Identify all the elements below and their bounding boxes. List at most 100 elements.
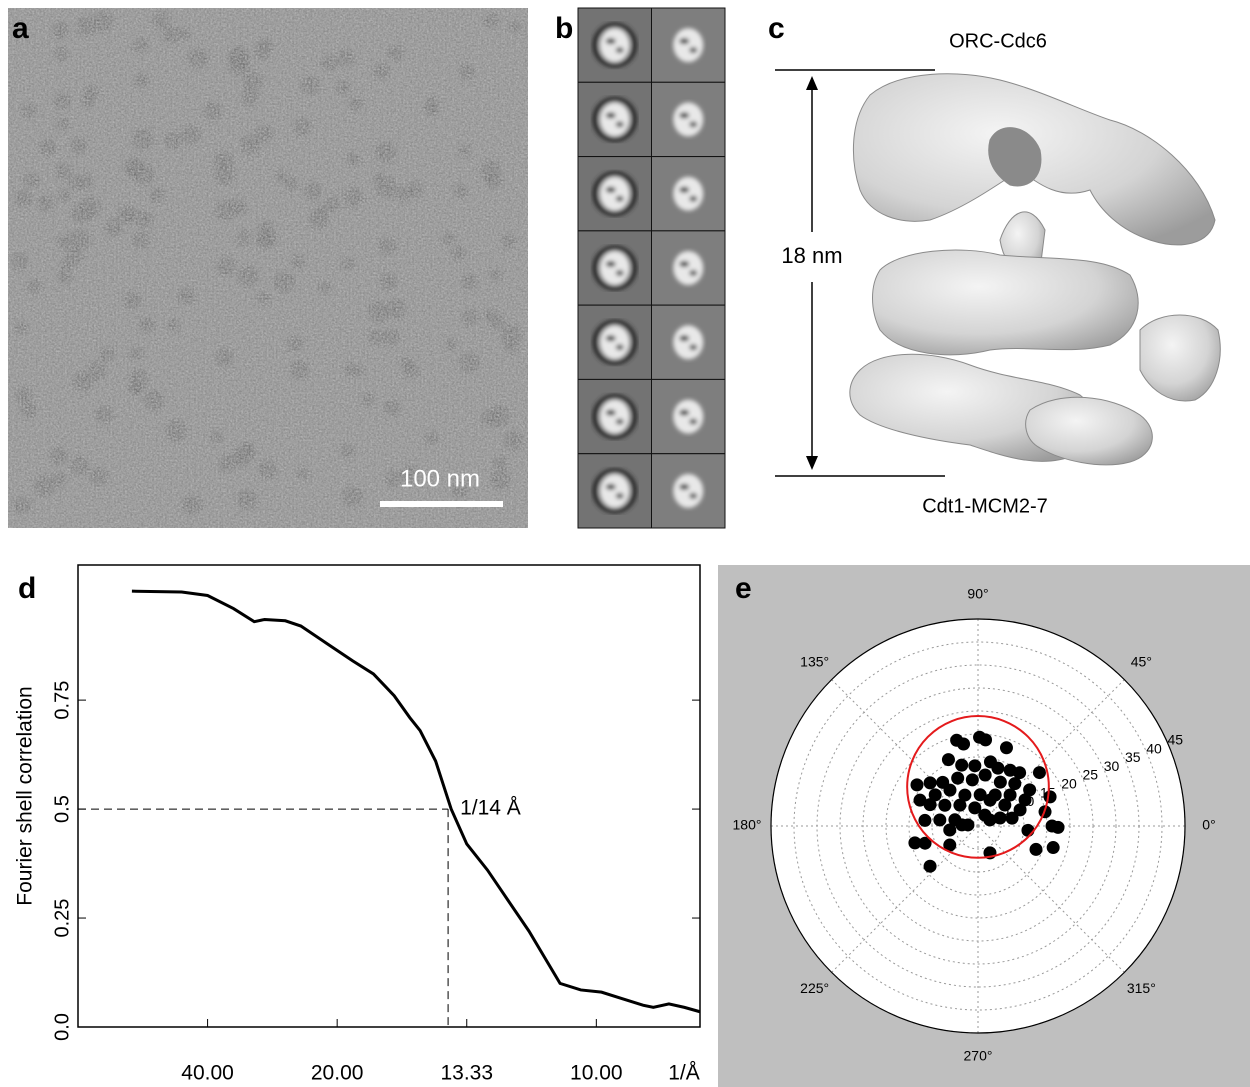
orientation-point <box>923 776 937 790</box>
density <box>673 325 704 360</box>
density <box>689 47 698 54</box>
orientation-point <box>941 753 955 767</box>
class-average <box>592 245 638 291</box>
orientation-point <box>938 798 952 812</box>
density <box>605 261 616 267</box>
panel-label: d <box>18 572 36 605</box>
orientation-point <box>933 813 947 827</box>
class-average <box>673 102 704 137</box>
class-average <box>592 319 638 365</box>
orientation-point <box>908 836 922 850</box>
class-average <box>673 325 704 360</box>
density <box>599 325 630 360</box>
y-tick-label: 0.5 <box>51 795 73 823</box>
y-tick-label: 0.25 <box>51 899 73 938</box>
orientation-point <box>965 773 979 787</box>
orientation-point <box>978 768 992 782</box>
theta-tick-label: 135° <box>800 653 829 669</box>
r-grid <box>793 641 1163 1011</box>
map-label: ORC-Cdc6 <box>949 30 1047 52</box>
density <box>599 251 630 285</box>
panel-label: a <box>12 12 29 45</box>
theta-tick-label: 90° <box>967 586 988 602</box>
orientation-point <box>1023 783 1037 797</box>
dimension-label: 18 nm <box>781 243 842 268</box>
density <box>673 399 704 434</box>
density <box>679 112 690 119</box>
halo <box>592 96 638 142</box>
panel-c: c 18 nm ORC-Cdc6 Cdt1-MCM2-7 <box>768 12 1221 517</box>
density <box>689 344 698 351</box>
density <box>673 251 704 285</box>
theta-tick-label: 315° <box>1127 980 1156 996</box>
density <box>679 483 690 490</box>
density <box>605 38 616 45</box>
orientation-point <box>918 813 932 827</box>
orientation-point <box>943 783 957 797</box>
orientation-point <box>958 788 972 802</box>
density <box>599 176 630 211</box>
orientation-point <box>979 733 993 747</box>
y-tick-label: 0.0 <box>51 1013 73 1041</box>
density <box>673 176 704 211</box>
density <box>679 38 690 45</box>
orientation-point <box>923 859 937 873</box>
theta-tick-label: 45° <box>1131 653 1152 669</box>
orientation-point <box>998 798 1012 812</box>
r-tick-label: 45 <box>1167 731 1183 747</box>
density <box>679 186 690 193</box>
micrograph-noise <box>8 8 528 528</box>
density <box>605 483 616 490</box>
panel-label: c <box>768 12 785 45</box>
x-tick-label: 13.33 <box>440 1062 493 1085</box>
theta-tick-label: 0° <box>1202 817 1215 833</box>
orientation-point <box>991 761 1005 775</box>
class-average <box>673 399 704 434</box>
map-label: Cdt1-MCM2-7 <box>922 495 1048 517</box>
orientation-point <box>1043 790 1057 804</box>
halo <box>592 394 638 440</box>
density <box>599 473 630 508</box>
density <box>615 47 624 54</box>
x-axis-label: 1/Å <box>668 1062 700 1085</box>
class-average <box>592 394 638 440</box>
orientation-point <box>1032 766 1046 780</box>
orientation-point <box>923 798 937 812</box>
orientation-point <box>910 778 924 792</box>
y-tick-label: 0.75 <box>51 681 73 720</box>
density-map <box>849 73 1221 466</box>
density <box>689 418 698 425</box>
class-grid <box>577 7 726 529</box>
density <box>599 28 630 63</box>
orientation-point <box>973 788 987 802</box>
annotation: 1/14 Å <box>460 797 521 820</box>
class-average <box>592 171 638 217</box>
y-axis-label: Fourier shell correlation <box>14 686 37 905</box>
fsc-curve <box>131 589 701 1014</box>
orientation-point <box>928 788 942 802</box>
density <box>605 112 616 119</box>
density <box>615 270 624 276</box>
halo <box>592 245 638 291</box>
orientation-point <box>1029 842 1043 856</box>
density <box>673 28 704 63</box>
halo <box>592 319 638 365</box>
orientation-point <box>1013 766 1027 780</box>
density <box>679 409 690 416</box>
orientation-point <box>1008 777 1022 791</box>
density <box>605 186 616 193</box>
x-tick-label: 10.00 <box>570 1062 623 1085</box>
class-average <box>592 96 638 142</box>
density <box>615 344 624 351</box>
class-average <box>673 28 704 63</box>
orientation-point <box>968 759 982 773</box>
orientation-point <box>953 798 967 812</box>
orientation-point <box>1021 823 1035 837</box>
polar-frame <box>770 618 1186 1034</box>
orientation-point <box>951 771 965 785</box>
class-average <box>673 251 704 285</box>
density <box>615 195 624 202</box>
halo <box>592 468 638 514</box>
density <box>673 473 704 508</box>
panel-a: 100 nm a <box>8 8 528 528</box>
